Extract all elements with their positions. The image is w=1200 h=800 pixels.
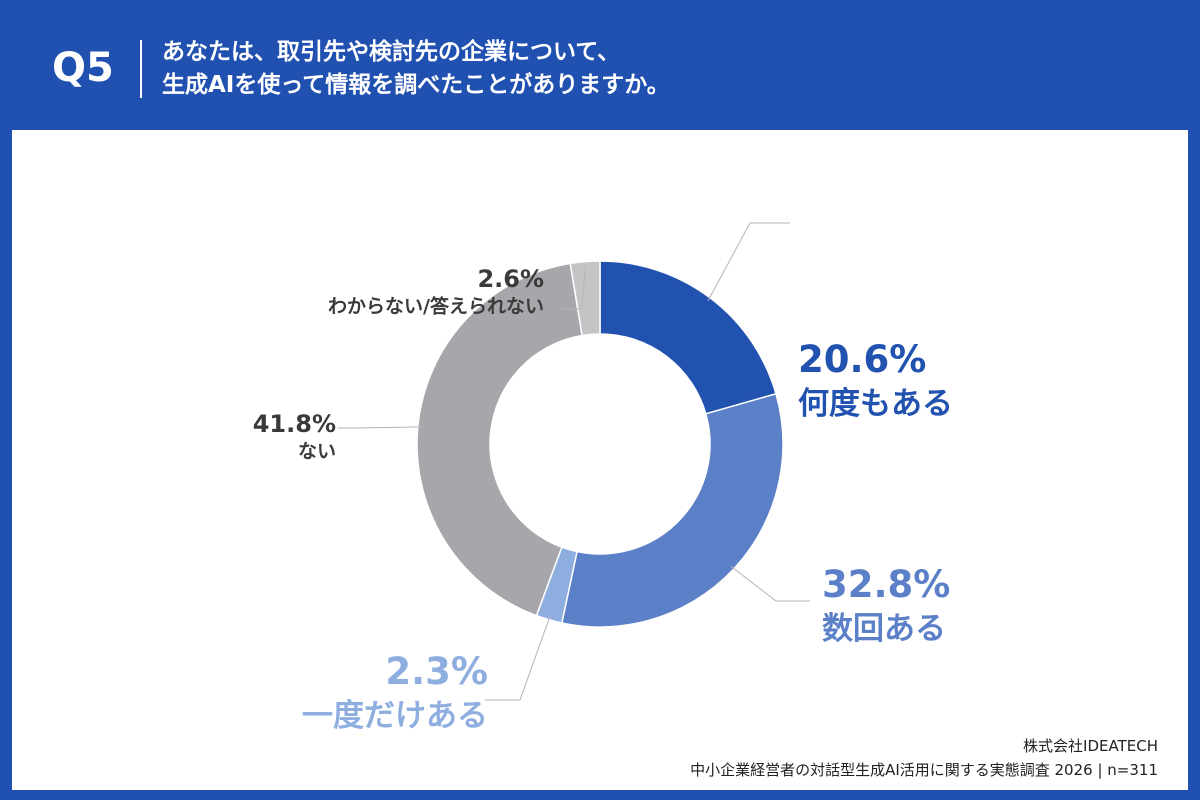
value-label: 32.8% [822,563,950,606]
chart-panel: 20.6% 何度もある 32.8% 数回ある 2.3% 一度だけある 41.8% ない 2.6%… [12,130,1188,790]
footer-survey: 中小企業経営者の対話型生成AI活用に関する実態調査 2026 | n=311 [690,761,1158,779]
leader-line [730,565,810,602]
question-line-2: 生成AIを使って情報を調べたことがありますか。 [162,72,670,98]
value-label: 2.6% [477,265,544,293]
donut-segment [569,260,601,337]
donut-segment [599,260,777,415]
donut-segment [416,262,583,617]
footer-company: 株式会社IDEATECH [1023,737,1158,755]
value-label: 2.3% [385,650,488,693]
question-number: Q5 [52,45,114,91]
leader-line [485,615,551,701]
value-label: 20.6% [798,338,926,381]
question-line-1: あなたは、取引先や検討先の企業について、 [162,39,621,65]
donut-chart: 20.6% 何度もある 32.8% 数回ある 2.3% 一度だけある 41.8% ない 2.6%… [253,222,953,734]
category-label: 一度だけある [302,698,488,734]
category-label: ない [298,441,336,463]
category-label: 何度もある [798,386,953,422]
leader-line [707,222,790,302]
question-text: あなたは、取引先や検討先の企業について、 生成AIを使って情報を調べたことがあり… [162,36,1122,102]
donut-segment [560,392,784,628]
category-label: わからない/答えられない [328,295,544,318]
leader-line [562,265,586,310]
category-label: 数回ある [822,611,946,647]
header-divider [140,40,142,98]
footer: 株式会社IDEATECH 中小企業経営者の対話型生成AI活用に関する実態調査 2… [690,734,1158,782]
value-label: 41.8% [253,410,336,438]
header-banner: Q5 あなたは、取引先や検討先の企業について、 生成AIを使って情報を調べたこと… [0,0,1200,130]
leader-line [338,426,422,429]
